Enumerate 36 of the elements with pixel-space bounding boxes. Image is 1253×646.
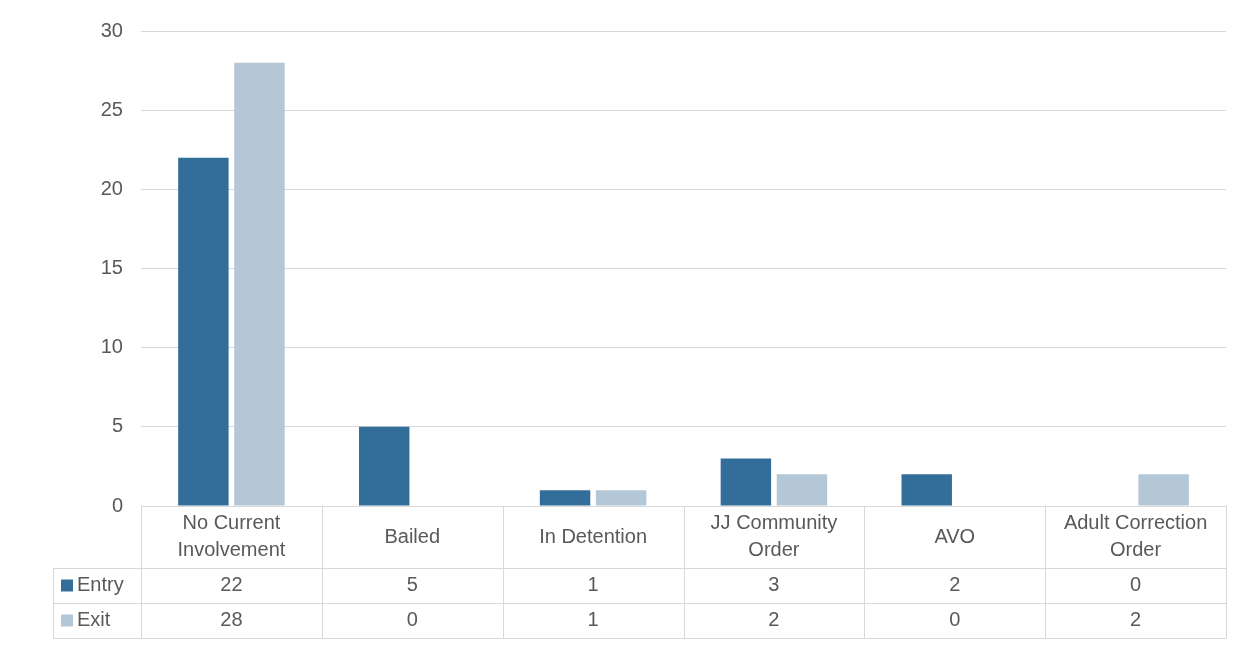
y-tick-label: 25 [100,97,123,120]
x-tick-label: JJ Community Order [710,511,838,561]
y-tick-label: 15 [100,256,123,279]
bar [595,490,647,506]
x-tick-label: In Detention [539,524,648,547]
legend-label: Exit [77,608,111,631]
x-tick-label: Adult Correction Order [1063,511,1208,561]
data-label: 2 [1130,608,1142,631]
data-label: 0 [406,608,418,631]
data-label: 3 [768,573,780,596]
data-label: 28 [220,608,243,631]
y-tick-label: 10 [100,335,123,358]
bar [720,458,772,506]
bar [901,474,952,506]
x-tick-label: No Current Involvement [177,511,286,561]
data-label: 1 [587,573,599,596]
data-label: 2 [949,573,961,596]
bar [359,426,410,506]
legend-label: Entry [77,573,124,596]
data-label: 2 [768,608,780,631]
bar [234,62,285,506]
y-tick-label: 20 [100,176,123,199]
bar [178,157,229,506]
x-tick-label: Bailed [384,524,441,547]
y-tick-label: 0 [111,493,123,516]
data-label: 5 [406,573,418,596]
data-label: 1 [587,608,599,631]
data-label: 0 [1130,573,1142,596]
bar [539,490,591,506]
bar [1138,474,1189,506]
bar [776,474,828,506]
y-tick-label: 5 [111,414,123,437]
data-label: 22 [220,573,243,596]
x-tick-label: AVO [934,524,976,547]
y-tick-label: 30 [100,18,123,41]
data-label: 0 [949,608,961,631]
